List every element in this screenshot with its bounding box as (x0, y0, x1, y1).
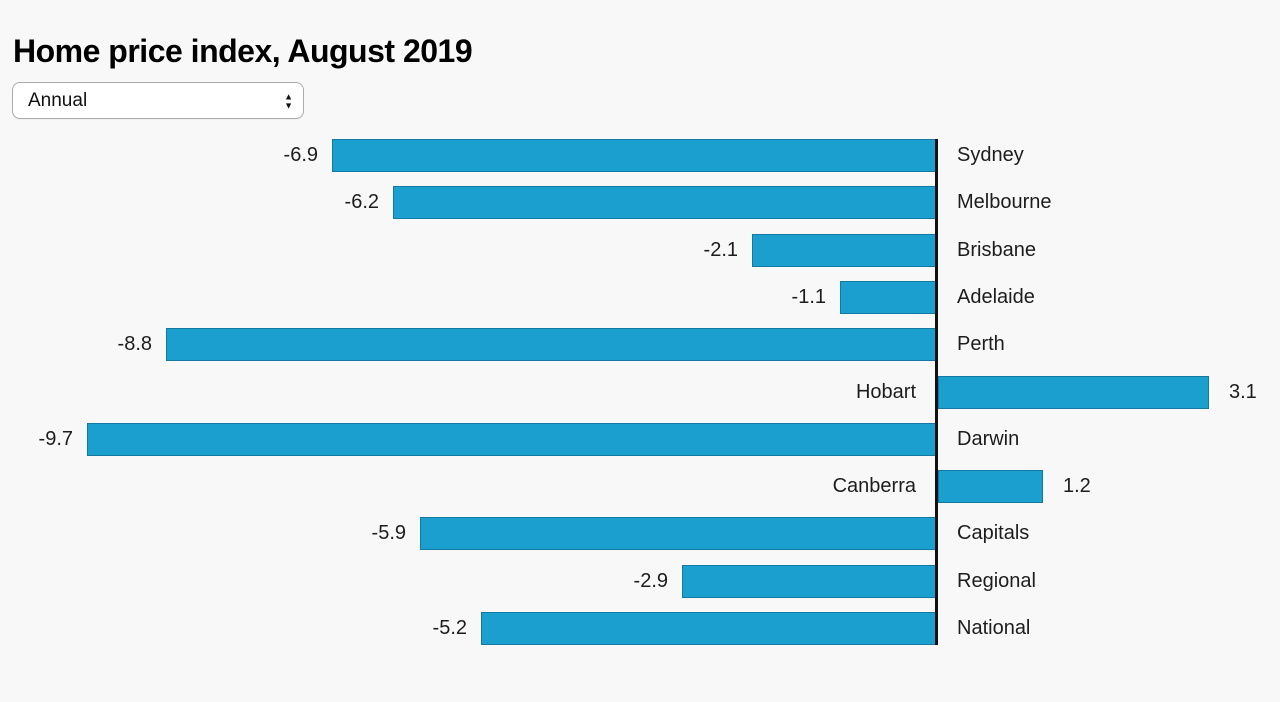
bar-category-label: Regional (957, 570, 1036, 592)
zero-axis-line (935, 139, 938, 645)
bar-perth (166, 328, 936, 361)
period-select-wrap: Annual ▲ ▼ (12, 82, 304, 119)
bar-value-label: -2.9 (633, 570, 668, 592)
bar-melbourne (393, 186, 936, 219)
page-title: Home price index, August 2019 (13, 33, 473, 70)
bar-value-label: -2.1 (703, 239, 738, 261)
bar-category-label: Sydney (957, 144, 1024, 166)
bar-category-label: Hobart (855, 381, 916, 403)
bar-value-label: -5.2 (432, 617, 467, 639)
bar-category-label: Perth (957, 333, 1005, 355)
bar-sydney (332, 139, 936, 172)
bar-category-label: National (957, 617, 1031, 639)
bar-regional (682, 565, 936, 598)
bar-canberra (938, 470, 1043, 503)
bar-category-label: Canberra (832, 475, 916, 497)
bar-category-label: Capitals (957, 522, 1030, 544)
bar-value-label: -5.9 (371, 522, 406, 544)
bar-category-label: Melbourne (957, 191, 1052, 213)
period-select[interactable]: Annual (12, 82, 304, 119)
bar-value-label: -1.1 (791, 286, 826, 308)
bar-value-label: 1.2 (1063, 475, 1091, 497)
bar-category-label: Darwin (957, 428, 1020, 450)
bar-national (481, 612, 936, 645)
bar-value-label: -9.7 (38, 428, 73, 450)
bar-category-label: Brisbane (957, 239, 1036, 261)
bar-darwin (87, 423, 936, 456)
bar-brisbane (752, 234, 936, 267)
bar-value-label: 3.1 (1229, 381, 1257, 403)
bar-capitals (420, 517, 936, 550)
bar-value-label: -6.9 (283, 144, 318, 166)
bar-value-label: -6.2 (344, 191, 379, 213)
bar-adelaide (840, 281, 936, 314)
bar-hobart (938, 376, 1209, 409)
bar-value-label: -8.8 (117, 333, 152, 355)
bar-category-label: Adelaide (957, 286, 1035, 308)
